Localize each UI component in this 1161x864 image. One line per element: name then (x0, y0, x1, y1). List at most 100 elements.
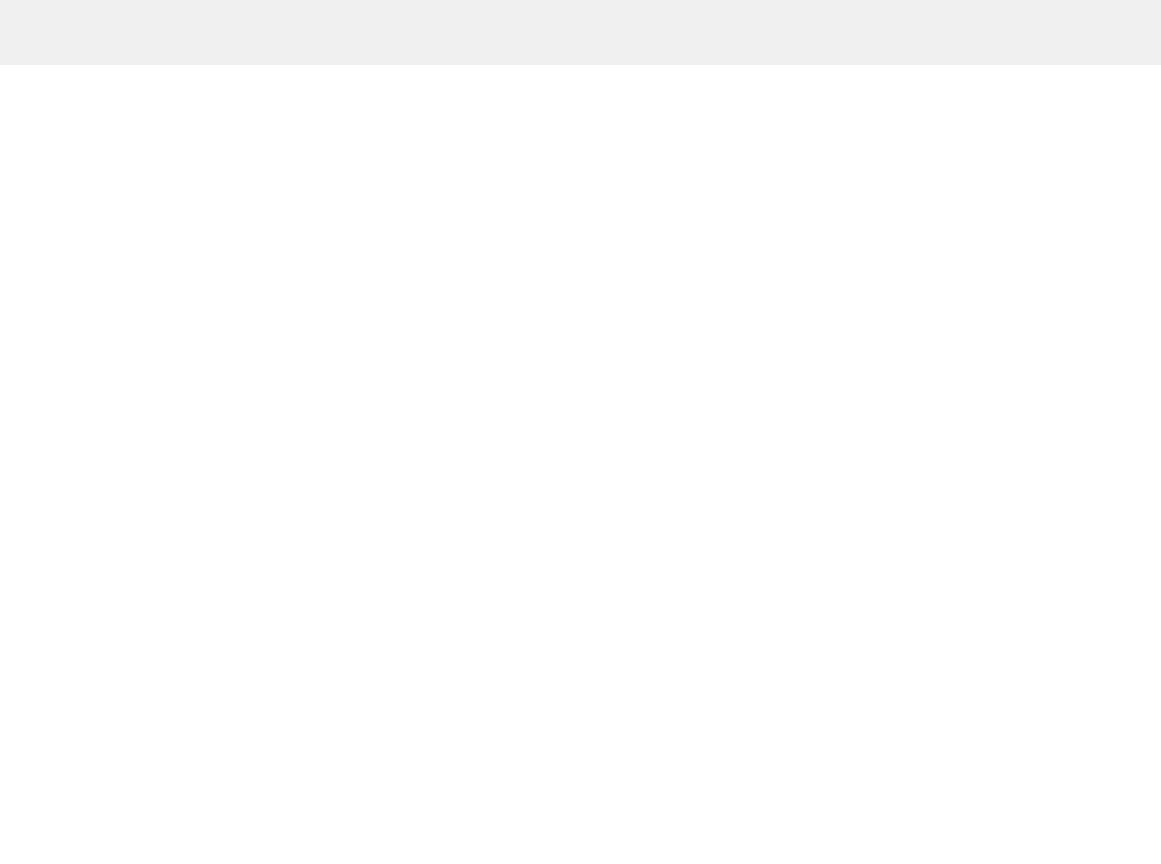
Text: gate1: gate1 (114, 348, 136, 357)
Text: TPN1200APL: TPN1200APL (832, 198, 895, 208)
Text: -: - (57, 422, 62, 435)
Bar (719, 314, 1161, 338)
Text: Q4: Q4 (750, 247, 763, 257)
Text: gate4: gate4 (353, 740, 376, 748)
Bar (719, 559, 1161, 583)
Text: R_DS(on)
[mΩ]: R_DS(on) [mΩ] (1099, 130, 1146, 150)
Text: R4: R4 (102, 654, 111, 660)
Text: LTspice® Model
Download: LTspice® Model Download (258, 22, 334, 43)
Text: R9: R9 (313, 722, 323, 728)
Text: 390n: 390n (392, 412, 414, 422)
Text: ⊕: ⊕ (53, 26, 64, 39)
Text: out: out (245, 747, 257, 757)
Text: Rout: Rout (439, 472, 456, 481)
Text: ✋: ✋ (89, 26, 98, 39)
FancyBboxPatch shape (716, 636, 1025, 683)
Text: 21: 21 (1043, 174, 1055, 183)
Bar (96, 530, 117, 550)
Bar (96, 599, 117, 618)
FancyBboxPatch shape (221, 4, 372, 60)
Text: 1: 1 (860, 346, 867, 355)
Text: D4
Diode_nom: D4 Diode_nom (42, 764, 77, 776)
Text: 1: 1 (104, 692, 109, 698)
Text: 330u: 330u (315, 408, 333, 417)
Bar (307, 599, 329, 618)
Text: 1: 1 (104, 624, 109, 630)
Text: out1: out1 (26, 747, 43, 757)
Text: 1: 1 (860, 321, 867, 331)
Text: 1: 1 (860, 419, 867, 429)
Text: gate3: gate3 (271, 352, 293, 361)
Text: D7
Diode_nom: D7 Diode_nom (252, 696, 288, 708)
Text: [Vin]: [Vin] (41, 387, 59, 397)
Text: sig4: sig4 (245, 740, 260, 748)
Text: 330u: 330u (851, 271, 877, 282)
Text: R1: R1 (750, 296, 763, 306)
Text: gate4: gate4 (271, 464, 293, 473)
Text: D1: D1 (750, 566, 763, 576)
Text: sig1: sig1 (215, 742, 230, 751)
Text: sig4: sig4 (428, 790, 445, 799)
Text: 66: 66 (1043, 198, 1055, 208)
Text: Value: Value (850, 136, 878, 145)
Text: sig4: sig4 (245, 671, 260, 681)
FancyBboxPatch shape (99, 4, 250, 60)
Text: R1: R1 (127, 251, 138, 261)
Text: TPH4R803PL: TPH4R803PL (349, 473, 394, 480)
FancyBboxPatch shape (342, 4, 493, 60)
Text: Q2: Q2 (750, 198, 764, 208)
Text: out: out (418, 373, 431, 382)
Text: D3: D3 (750, 615, 763, 625)
Text: sig1: sig1 (34, 536, 50, 545)
Bar (719, 485, 1161, 510)
Text: Vin=50 [V]
Vout=1.2 [V]
Pmax=12 [W]
fsw=480k [Hz]
First stage Low Side= TPN1200A: Vin=50 [V] Vout=1.2 [V] Pmax=12 [W] fsw=… (1022, 784, 1155, 828)
Bar (307, 667, 329, 686)
Text: Vin: Vin (15, 420, 28, 429)
Text: 1: 1 (860, 394, 867, 404)
Polygon shape (53, 730, 66, 759)
Polygon shape (265, 662, 277, 690)
Text: R6: R6 (750, 419, 763, 429)
Text: 0: 0 (442, 524, 448, 533)
Bar (719, 583, 1161, 607)
Text: R5: R5 (750, 394, 763, 404)
Text: 1: 1 (316, 760, 320, 766)
Bar (265, 736, 421, 804)
Polygon shape (53, 594, 66, 623)
Text: HELP: HELP (510, 28, 535, 37)
Text: gate1: gate1 (143, 536, 165, 545)
Text: R8: R8 (750, 467, 763, 478)
Text: 1: 1 (860, 492, 867, 502)
Text: 1: 1 (316, 624, 320, 630)
Text: Q2: Q2 (193, 416, 204, 425)
Text: TPH11003NL: TPH11003NL (349, 361, 395, 367)
Text: Diode_nom: Diode_nom (836, 590, 892, 600)
Text: Maximum Efficiency(86.2%): Maximum Efficiency(86.2%) (771, 653, 966, 666)
Text: D6
Diode_nom: D6 Diode_nom (252, 628, 288, 639)
Text: sig1: sig1 (34, 604, 50, 613)
Text: Symbol: Symbol (737, 136, 776, 145)
Bar (96, 734, 117, 753)
Text: Cout1: Cout1 (742, 542, 771, 551)
Text: TPH4R803PL: TPH4R803PL (832, 247, 895, 257)
Bar (719, 363, 1161, 387)
FancyBboxPatch shape (714, 62, 910, 123)
Bar (719, 240, 1161, 264)
Bar (307, 530, 329, 550)
Bar (719, 534, 1161, 559)
Bar (719, 114, 1161, 166)
Text: Lo2: Lo2 (396, 367, 411, 377)
Text: 11: 11 (1117, 223, 1130, 232)
Polygon shape (53, 526, 66, 555)
Text: 1: 1 (104, 556, 109, 562)
Bar (719, 387, 1161, 411)
Y-axis label: Efficiency  η (%): Efficiency η (%) (675, 735, 685, 815)
Bar (96, 667, 117, 686)
Text: 90: 90 (1043, 247, 1055, 257)
Text: gate3: gate3 (353, 536, 376, 545)
Polygon shape (53, 662, 66, 690)
Text: R8: R8 (313, 654, 323, 660)
Bar (719, 338, 1161, 363)
Text: Q1: Q1 (193, 312, 204, 321)
Text: CONTROLLER: CONTROLLER (99, 814, 159, 823)
